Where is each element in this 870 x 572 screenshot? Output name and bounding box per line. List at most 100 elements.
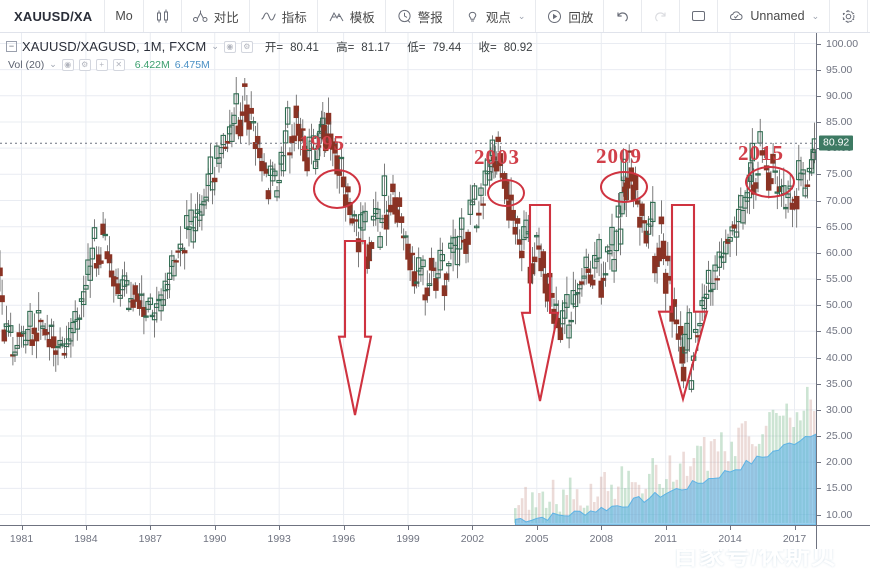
indicator-icon — [260, 8, 277, 25]
cloud-icon — [728, 8, 745, 25]
price-axis-label: 85.00 — [826, 116, 853, 128]
price-axis-label: 50.00 — [826, 299, 853, 312]
time-tick — [279, 526, 281, 530]
time-axis-label: 1993 — [267, 533, 291, 545]
time-axis-label: 2011 — [654, 533, 677, 545]
time-tick — [794, 526, 796, 530]
time-axis-label: 2005 — [525, 533, 549, 545]
price-axis-label: 55.00 — [826, 273, 853, 285]
time-axis-label: 1996 — [331, 533, 356, 545]
price-axis-label: 70.00 — [826, 194, 853, 207]
time-tick — [85, 526, 87, 530]
price-tick — [817, 331, 821, 333]
time-axis-label: 1999 — [396, 533, 420, 545]
symbol-search-button[interactable]: XAUUSD/XA — [0, 0, 106, 32]
time-tick — [214, 526, 216, 530]
price-tick — [817, 383, 821, 385]
undo-icon — [614, 8, 631, 25]
chevron-down-icon[interactable]: ⌄ — [811, 10, 820, 21]
chart-type-button[interactable] — [144, 0, 182, 32]
time-axis-label: 2017 — [782, 533, 807, 545]
time-axis-label: 1981 — [9, 533, 34, 545]
time-axis-label: 1987 — [138, 533, 162, 545]
replay-label: 回放 — [568, 10, 594, 25]
time-axis-label: 2002 — [460, 533, 485, 545]
price-tick — [817, 43, 821, 45]
interval-label: Mo — [115, 9, 133, 23]
annotation-year-label: 2009 — [596, 144, 642, 168]
price-tick — [817, 252, 821, 254]
price-axis-label: 60.00 — [826, 246, 853, 259]
layout-button[interactable] — [679, 0, 719, 32]
time-tick — [472, 526, 474, 530]
annotation-year-label: 2015 — [738, 141, 784, 165]
ideas-button[interactable]: 观点 ⌄ — [454, 0, 537, 32]
time-axis-label: 2014 — [718, 533, 742, 545]
compare-label: 对比 — [213, 10, 239, 25]
price-tick — [817, 69, 821, 71]
indicators-button[interactable]: 指标 — [250, 0, 318, 32]
candlestick-svg — [0, 33, 816, 525]
time-axis-label: 1990 — [203, 533, 227, 545]
time-tick — [408, 526, 409, 530]
ideas-label: 观点 — [485, 10, 511, 25]
interval-button[interactable]: Mo — [105, 0, 144, 32]
price-tick — [817, 226, 821, 228]
templates-label: 模板 — [349, 10, 375, 25]
settings-button[interactable] — [830, 0, 869, 32]
gear-icon — [840, 8, 857, 25]
price-tick — [817, 436, 821, 437]
axis-corner — [816, 525, 870, 549]
time-tick — [343, 526, 345, 530]
time-tick — [665, 526, 667, 530]
alerts-button[interactable]: 警报 — [386, 0, 454, 32]
saved-layout-button[interactable]: Unnamed ⌄ — [718, 0, 831, 32]
redo-icon — [652, 8, 669, 25]
template-icon — [328, 8, 345, 25]
price-tick — [817, 409, 821, 411]
top-toolbar: XAUUSD/XA Mo 对比 — [0, 0, 870, 33]
candles-icon — [154, 8, 171, 25]
annotation-ellipse — [600, 171, 648, 203]
price-axis-label: 100.00 — [826, 37, 859, 50]
price-tick — [817, 95, 821, 97]
time-axis-label: 1984 — [74, 533, 98, 545]
annotation-ellipse — [487, 179, 525, 207]
price-tick — [817, 488, 821, 490]
replay-icon — [546, 8, 563, 25]
price-plot[interactable] — [0, 33, 816, 525]
price-axis-label: 90.00 — [826, 89, 853, 102]
price-axis-label: 40.00 — [826, 351, 853, 364]
price-tick — [817, 514, 821, 516]
price-axis-label: 25.00 — [826, 430, 853, 442]
redo-button[interactable] — [642, 0, 679, 32]
alert-clock-icon — [396, 8, 413, 25]
time-tick — [150, 526, 152, 530]
price-axis-label: 15.00 — [826, 482, 853, 495]
price-axis-label: 35.00 — [826, 377, 853, 390]
price-axis-label: 45.00 — [826, 325, 853, 338]
annotation-ellipse — [313, 169, 361, 209]
price-axis-label: 20.00 — [826, 456, 853, 469]
current-price-badge: 80.92 — [819, 135, 854, 151]
price-tick — [817, 357, 821, 359]
time-tick — [21, 526, 23, 530]
price-axis[interactable]: 100.0095.0090.0085.0080.0075.0070.0065.0… — [816, 33, 870, 525]
indicators-label: 指标 — [281, 10, 307, 25]
idea-bulb-icon — [464, 8, 481, 25]
chevron-down-icon[interactable]: ⌄ — [517, 10, 526, 21]
undo-button[interactable] — [604, 0, 643, 32]
compare-icon — [192, 8, 209, 25]
symbol-label: XAUUSD/XA — [14, 8, 93, 24]
cloud-label: Unnamed — [750, 9, 805, 23]
price-tick — [817, 279, 821, 280]
price-tick — [817, 305, 821, 307]
templates-button[interactable]: 模板 — [318, 0, 386, 32]
alerts-label: 警报 — [417, 10, 443, 25]
layout-icon — [690, 8, 707, 25]
replay-button[interactable]: 回放 — [536, 0, 605, 32]
time-axis[interactable]: 1981 1984 1987 1990 1993 1996 1999 2002 2005 2008… — [0, 525, 816, 549]
compare-button[interactable]: 对比 — [182, 0, 250, 32]
